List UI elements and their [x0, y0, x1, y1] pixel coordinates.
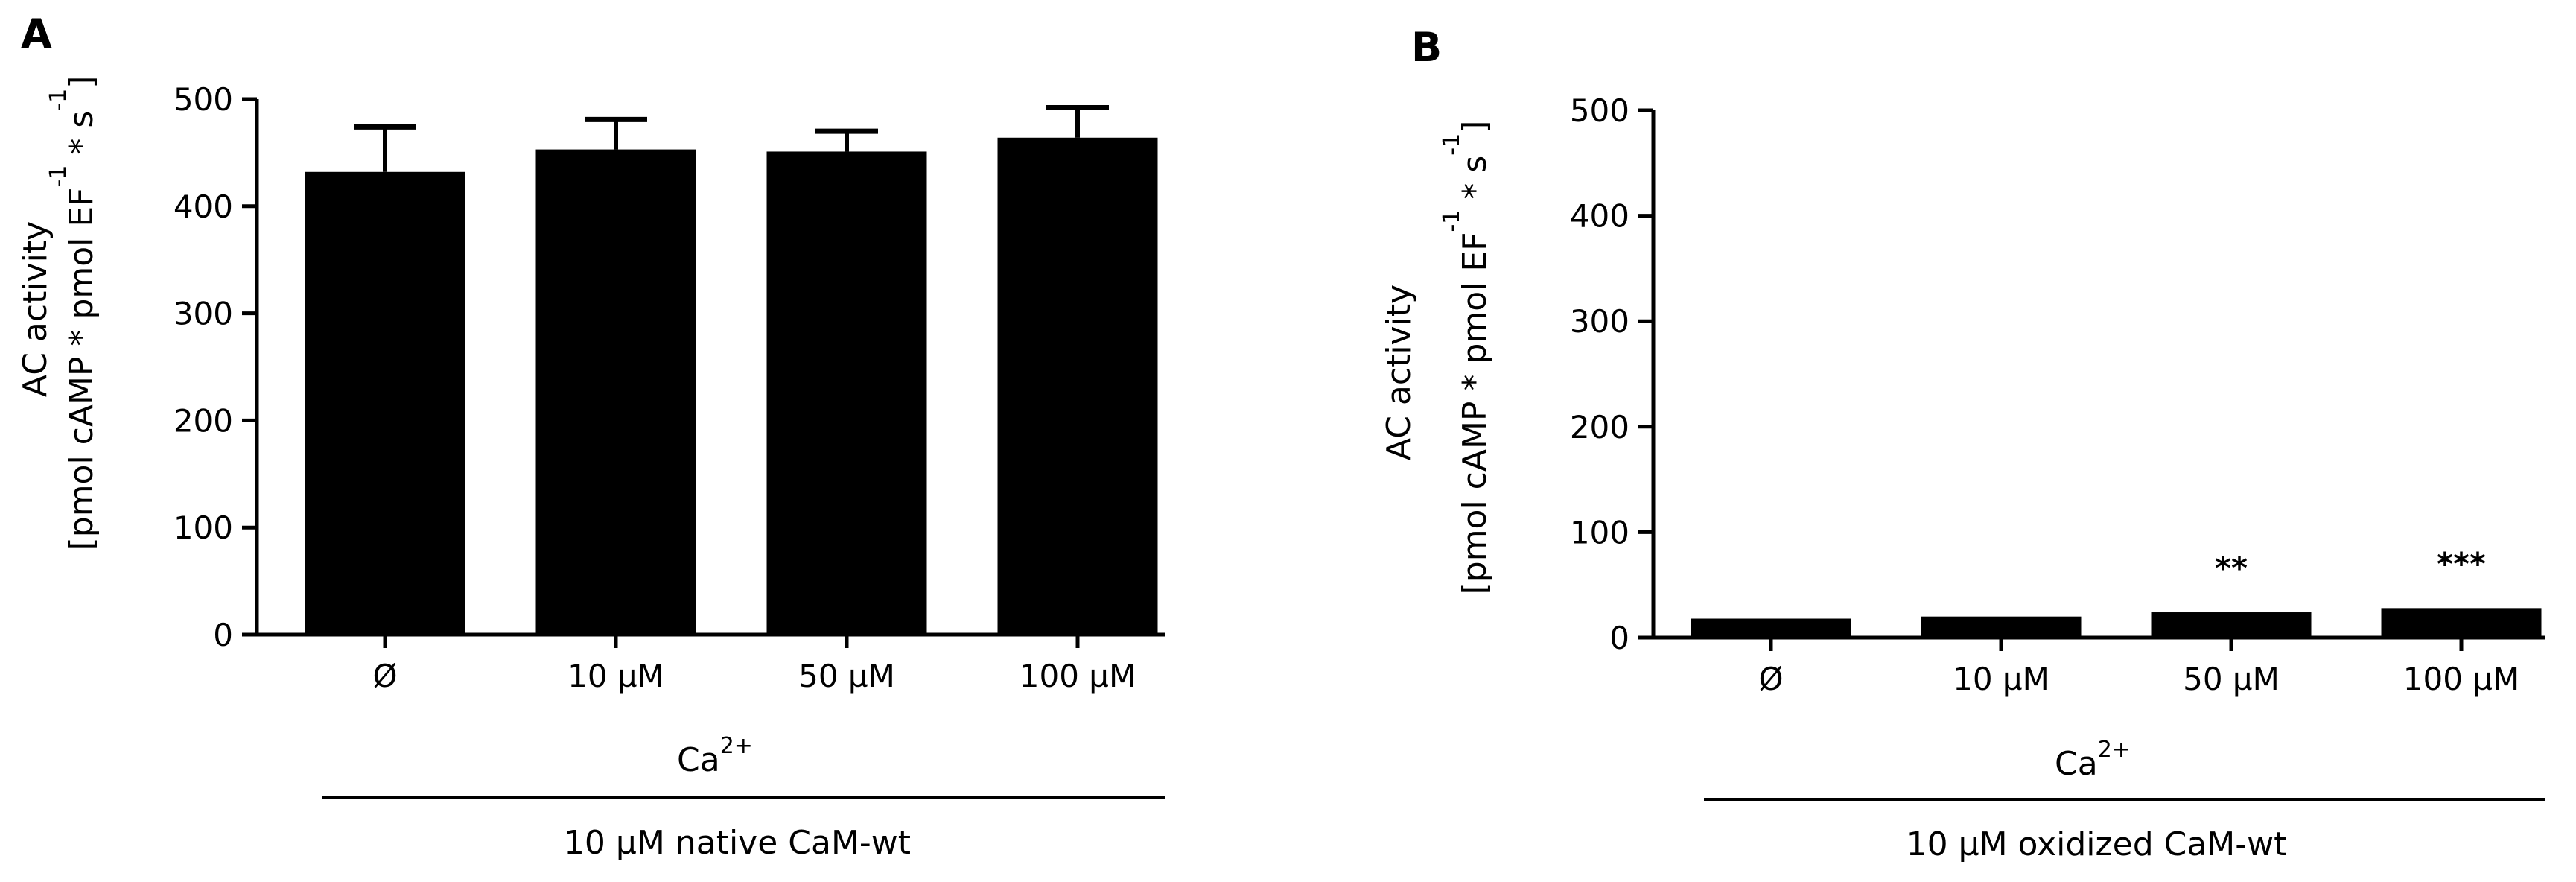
- y-axis-b: 0 100 200 300 400 500: [1570, 92, 1656, 656]
- y-axis-label-line1-b: AC activity: [1380, 285, 1418, 460]
- panel-letter-b: B: [1411, 24, 1442, 71]
- y-axis-label-b: AC activity: [1380, 285, 1418, 460]
- bars-a: [305, 105, 1158, 635]
- x-axis-a: Ø 10 µM 50 µM 100 µM: [257, 632, 1165, 694]
- y-axis-a: 0 100 200 300 400 500: [174, 81, 259, 653]
- x-tick-label-b-0: Ø: [1758, 661, 1783, 697]
- x-tick-label-a-0: Ø: [372, 658, 397, 694]
- y-tick-label-a-500: 500: [174, 81, 233, 118]
- bar-b-2: [2151, 612, 2312, 638]
- panel-letter-a: A: [21, 10, 52, 57]
- y-axis-unit-label-a: [pmol cAMP * pmol EF-1 * s-1]: [45, 76, 101, 551]
- bar-a-1: [535, 149, 696, 635]
- panel-b: B AC activity [pmol cAMP * pmol EF-1 * s…: [1380, 24, 2545, 863]
- group-label-b: 10 µM oxidized CaM-wt: [1906, 825, 2287, 863]
- x-tick-label-b-1: 10 µM: [1953, 661, 2049, 697]
- y-tick-label-a-200: 200: [174, 402, 233, 439]
- factor-label-b: Ca2+: [2055, 737, 2131, 783]
- x-axis-b: Ø 10 µM 50 µM 100 µM: [1653, 635, 2545, 697]
- bar-b-1: [1921, 616, 2082, 638]
- x-tick-label-b-2: 50 µM: [2183, 661, 2280, 697]
- significance-marks-b: ** ***: [2215, 545, 2486, 586]
- y-tick-label-b-100: 100: [1570, 514, 1629, 551]
- y-tick-label-b-200: 200: [1570, 409, 1629, 445]
- y-axis-label-line2-a: [pmol cAMP * pmol EF-1 * s-1]: [45, 76, 101, 551]
- y-tick-label-a-400: 400: [174, 188, 233, 225]
- bar-a-3: [997, 137, 1158, 635]
- x-tick-label-b-3: 100 µM: [2403, 661, 2519, 697]
- factor-label-a: Ca2+: [677, 733, 753, 779]
- group-label-a: 10 µM native CaM-wt: [564, 824, 911, 862]
- y-axis-label-a: AC activity: [16, 221, 54, 397]
- significance-mark-b-2: **: [2215, 550, 2248, 586]
- x-tick-label-a-1: 10 µM: [567, 658, 664, 694]
- plot-area-a: 0 100 200 300 400 500 Ø 10 µM 50 µM 100 µM: [174, 81, 1165, 694]
- y-axis-label-line1-a: AC activity: [16, 221, 54, 397]
- y-tick-label-a-100: 100: [174, 510, 233, 546]
- y-tick-label-b-300: 300: [1570, 303, 1629, 340]
- y-tick-label-b-0: 0: [1609, 620, 1629, 656]
- significance-mark-b-3: ***: [2437, 545, 2486, 582]
- bar-b-0: [1691, 618, 1851, 638]
- y-tick-label-b-500: 500: [1570, 92, 1629, 129]
- bar-a-2: [766, 151, 927, 635]
- bar-a-0: [305, 171, 465, 635]
- bars-b: [1691, 608, 2542, 638]
- y-tick-label-a-300: 300: [174, 296, 233, 332]
- x-tick-label-a-2: 50 µM: [798, 658, 895, 694]
- bar-b-3: [2381, 608, 2542, 638]
- y-axis-label-line2-b: [pmol cAMP * pmol EF-1 * s-1]: [1439, 121, 1494, 595]
- y-tick-label-b-400: 400: [1570, 198, 1629, 235]
- x-tick-label-a-3: 100 µM: [1020, 658, 1136, 694]
- y-axis-unit-label-b: [pmol cAMP * pmol EF-1 * s-1]: [1439, 121, 1494, 595]
- panel-a: A AC activity [pmol cAMP * pmol EF-1 * s…: [16, 10, 1165, 862]
- y-tick-label-a-0: 0: [213, 617, 233, 653]
